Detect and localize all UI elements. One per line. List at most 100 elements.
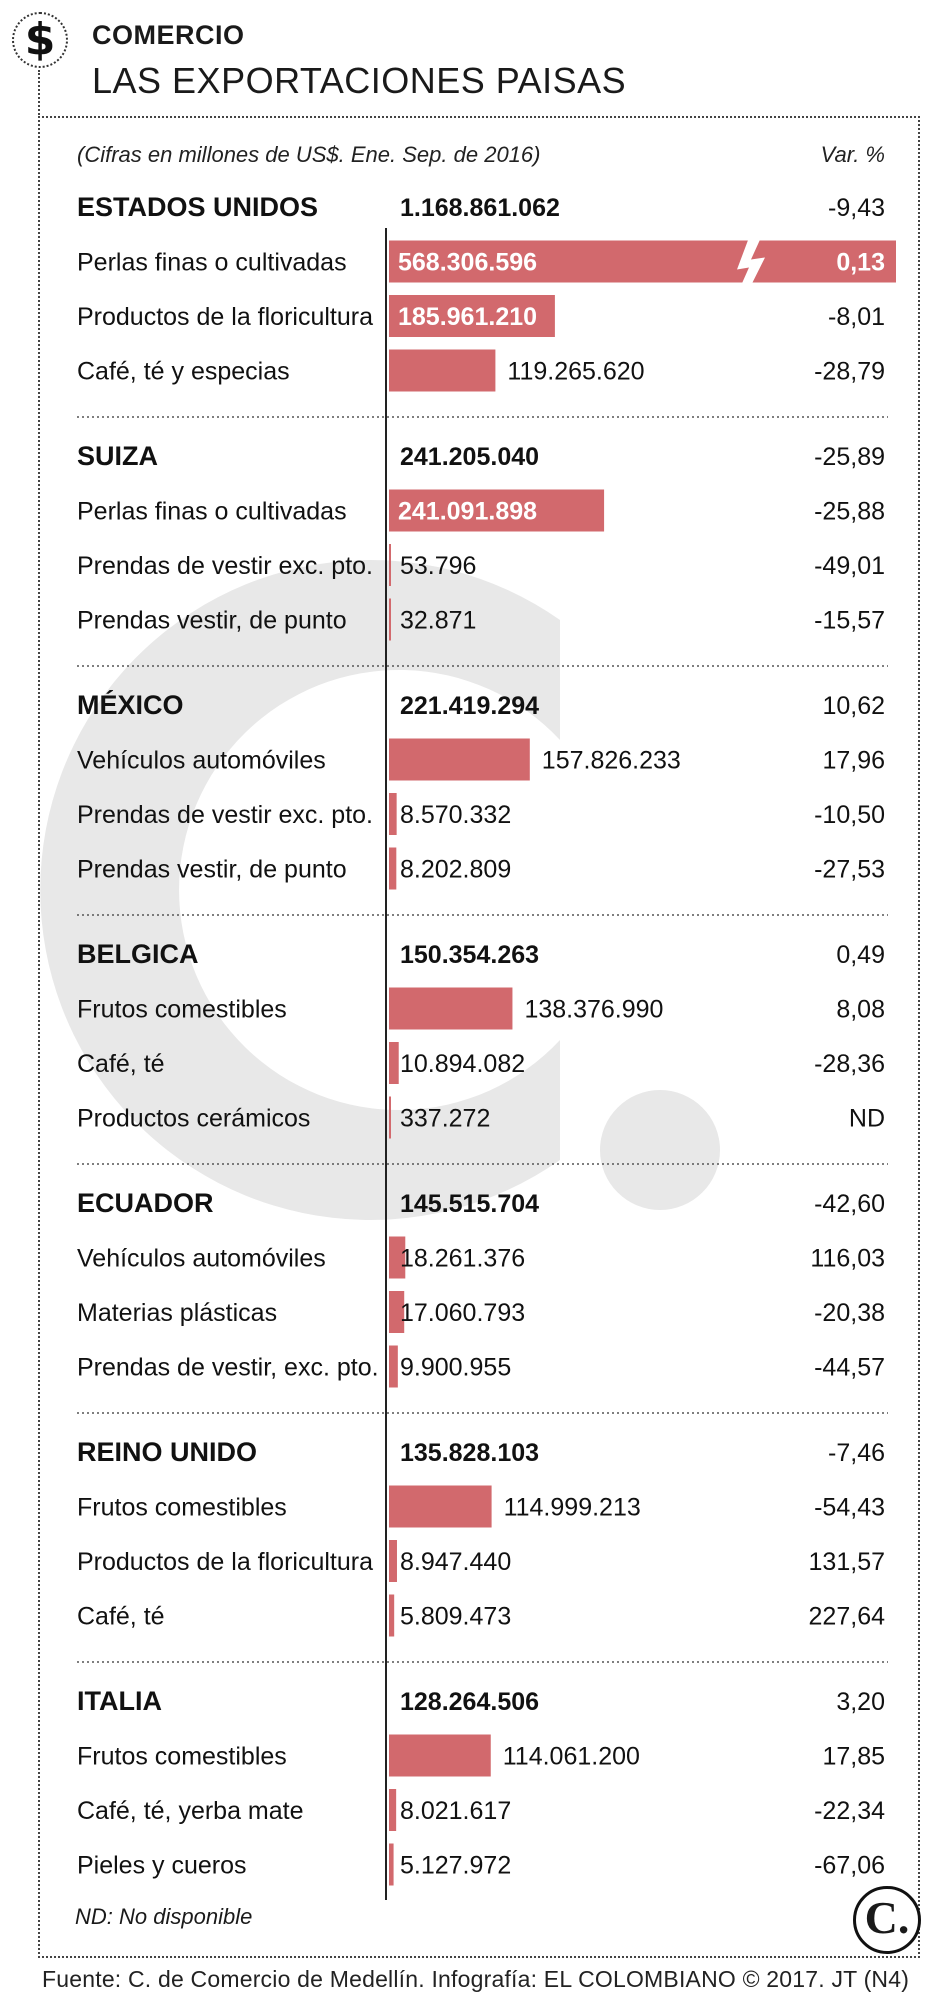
country-total: 221.419.294 bbox=[400, 692, 539, 720]
bar bbox=[389, 793, 397, 835]
country-total: 150.354.263 bbox=[400, 941, 539, 969]
category-label: Materias plásticas bbox=[77, 1299, 277, 1327]
category-label: Café, té bbox=[77, 1603, 165, 1631]
item-variation: -15,57 bbox=[814, 607, 885, 635]
bar bbox=[389, 1096, 391, 1139]
country-variation: 10,62 bbox=[822, 692, 885, 720]
country-label: REINO UNIDO bbox=[77, 1437, 257, 1467]
country-label: BELGICA bbox=[77, 939, 199, 969]
watermark-dot bbox=[600, 1090, 720, 1210]
bar bbox=[389, 1485, 492, 1528]
item-variation: -67,06 bbox=[814, 1852, 885, 1880]
category-label: Frutos comestibles bbox=[77, 996, 287, 1024]
item-variation: -10,50 bbox=[814, 801, 885, 829]
country-label: MÉXICO bbox=[77, 689, 184, 720]
page-title: LAS EXPORTACIONES PAISAS bbox=[92, 60, 627, 101]
item-variation: 17,96 bbox=[822, 747, 885, 775]
logo-glyph: C. bbox=[864, 1892, 910, 1943]
category-label: Pieles y cueros bbox=[77, 1852, 247, 1880]
category-label: Café, té bbox=[77, 1050, 165, 1078]
category-label: Frutos comestibles bbox=[77, 1494, 287, 1522]
data-label: 568.306.596 bbox=[398, 249, 537, 277]
bar bbox=[389, 1734, 491, 1777]
category-label: Frutos comestibles bbox=[77, 1743, 287, 1771]
data-label: 53.796 bbox=[400, 552, 476, 580]
category-label: Productos de la floricultura bbox=[77, 303, 373, 331]
bar bbox=[389, 1789, 397, 1831]
category-label: Vehículos automóviles bbox=[77, 1245, 326, 1273]
chart-frame bbox=[38, 116, 920, 1958]
data-label: 9.900.955 bbox=[400, 1354, 511, 1382]
source-credit: Fuente: C. de Comercio de Medellín. Info… bbox=[42, 1966, 910, 1992]
country-variation: -42,60 bbox=[814, 1190, 885, 1218]
item-variation: -49,01 bbox=[814, 552, 885, 580]
dollar-glyph: $ bbox=[24, 14, 56, 65]
country-variation: 3,20 bbox=[836, 1688, 885, 1716]
watermark-c-shape bbox=[40, 560, 560, 1221]
item-variation: 0,13 bbox=[836, 249, 885, 277]
country-total: 135.828.103 bbox=[400, 1439, 539, 1467]
header: $ COMERCIO LAS EXPORTACIONES PAISAS bbox=[0, 0, 951, 118]
data-label: 185.961.210 bbox=[398, 303, 537, 331]
item-variation: 17,85 bbox=[822, 1743, 885, 1771]
country-variation: -9,43 bbox=[828, 194, 885, 222]
bar bbox=[389, 1345, 398, 1388]
item-variation: -54,43 bbox=[814, 1494, 885, 1522]
data-label: 5.127.972 bbox=[400, 1852, 511, 1880]
country-variation: -7,46 bbox=[828, 1439, 885, 1467]
country-total: 128.264.506 bbox=[400, 1688, 539, 1716]
category-label: Perlas finas o cultivadas bbox=[77, 249, 347, 277]
item-variation: 227,64 bbox=[809, 1603, 886, 1631]
bar bbox=[389, 489, 605, 532]
data-label: 119.265.620 bbox=[507, 358, 644, 386]
bar bbox=[389, 1594, 395, 1637]
bar-break-icon bbox=[737, 237, 765, 286]
watermark-logo bbox=[40, 560, 720, 1221]
dollar-sign-icon: $ bbox=[12, 12, 68, 68]
data-label: 5.809.473 bbox=[400, 1603, 511, 1631]
country-label: ITALIA bbox=[77, 1686, 162, 1716]
bar bbox=[389, 987, 513, 1030]
data-label: 8.947.440 bbox=[400, 1548, 511, 1576]
category-label: Prendas de vestir, exc. pto. bbox=[77, 1354, 379, 1382]
bar bbox=[389, 544, 391, 586]
category-label: Café, té y especias bbox=[77, 358, 290, 386]
category-label: Prendas vestir, de punto bbox=[77, 856, 347, 884]
bar bbox=[389, 240, 896, 283]
country-total: 241.205.040 bbox=[400, 443, 539, 471]
country-label: ECUADOR bbox=[77, 1188, 214, 1218]
item-variation: -27,53 bbox=[814, 856, 885, 884]
bar bbox=[389, 295, 555, 337]
item-variation: -8,01 bbox=[828, 303, 885, 331]
category-label: Café, té, yerba mate bbox=[77, 1797, 304, 1825]
data-label: 32.871 bbox=[400, 607, 476, 635]
item-variation: ND bbox=[849, 1105, 885, 1133]
data-label: 10.894.082 bbox=[400, 1050, 525, 1078]
country-variation: 0,49 bbox=[836, 941, 885, 969]
data-label: 157.826.233 bbox=[542, 747, 681, 775]
bars-layer bbox=[77, 228, 896, 1900]
data-label: 8.570.332 bbox=[400, 801, 511, 829]
variation-header: Var. % bbox=[821, 142, 885, 167]
item-variation: -20,38 bbox=[814, 1299, 885, 1327]
bar bbox=[389, 847, 397, 890]
el-colombiano-logo: C. bbox=[853, 1886, 921, 1954]
data-label: 138.376.990 bbox=[524, 996, 663, 1024]
item-variation: -28,79 bbox=[814, 358, 885, 386]
country-total: 145.515.704 bbox=[400, 1190, 539, 1218]
data-label: 8.021.617 bbox=[400, 1797, 511, 1825]
country-variation: -25,89 bbox=[814, 443, 885, 471]
bar bbox=[389, 1291, 405, 1333]
data-label: 17.060.793 bbox=[400, 1299, 525, 1327]
bar bbox=[389, 1843, 394, 1886]
data-label: 18.261.376 bbox=[400, 1245, 525, 1273]
chart-subtitle: (Cifras en millones de US$. Ene. Sep. de… bbox=[77, 142, 540, 167]
bar bbox=[389, 349, 496, 392]
item-variation: 8,08 bbox=[836, 996, 885, 1024]
item-variation: -44,57 bbox=[814, 1354, 885, 1382]
item-variation: -22,34 bbox=[814, 1797, 885, 1825]
bar bbox=[389, 1540, 397, 1582]
text-layer: (Cifras en millones de US$. Ene. Sep. de… bbox=[77, 142, 885, 1880]
bar bbox=[389, 738, 530, 781]
country-total: 1.168.861.062 bbox=[400, 194, 560, 222]
